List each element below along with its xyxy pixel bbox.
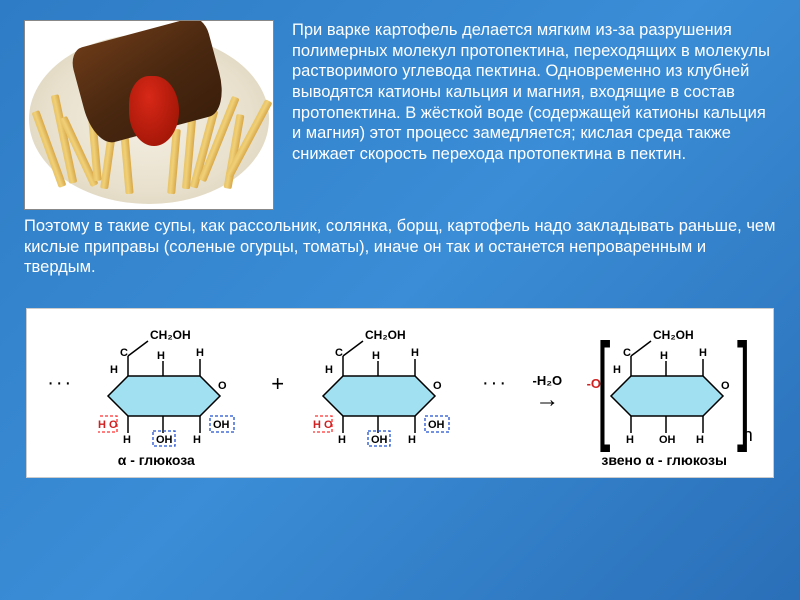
svg-text:H: H xyxy=(626,434,634,446)
paragraph-bottom: Поэтому в такие супы, как рассольник, со… xyxy=(24,216,776,278)
svg-text:O: O xyxy=(218,380,227,392)
svg-text:H: H xyxy=(613,364,621,376)
chemistry-diagram: ··· CH₂OH C H O H H H O xyxy=(26,308,774,478)
svg-text:H: H xyxy=(196,347,204,359)
svg-text:H: H xyxy=(123,434,131,446)
svg-text:H: H xyxy=(325,364,333,376)
svg-text:C: C xyxy=(335,347,343,359)
svg-text:H O: H O xyxy=(98,419,118,431)
svg-text:CH₂OH: CH₂OH xyxy=(365,328,406,342)
svg-text:H: H xyxy=(696,434,704,446)
formula-label-left: α - глюкоза xyxy=(118,452,195,468)
svg-text:CH₂OH: CH₂OH xyxy=(150,328,191,342)
ellipsis: ··· xyxy=(482,372,508,395)
svg-text:H: H xyxy=(660,350,668,362)
polymer-unit: -O [ CH₂OH C H O H xyxy=(587,321,753,466)
svg-text:H: H xyxy=(372,350,380,362)
svg-text:H: H xyxy=(338,434,346,446)
svg-text:OH: OH xyxy=(428,419,445,431)
svg-text:O: O xyxy=(433,380,442,392)
glucose-unit-1: CH₂OH C H O H H H O H OH H OH α - глюкоз… xyxy=(98,321,243,466)
svg-text:OH: OH xyxy=(156,434,173,446)
svg-text:OH: OH xyxy=(659,434,676,446)
svg-text:H: H xyxy=(157,350,165,362)
svg-text:CH₂OH: CH₂OH xyxy=(653,328,694,342)
svg-text:C: C xyxy=(120,347,128,359)
svg-text:H: H xyxy=(699,347,707,359)
food-photo xyxy=(24,20,274,210)
svg-text:H: H xyxy=(110,364,118,376)
svg-text:O: O xyxy=(721,380,730,392)
svg-text:OH: OH xyxy=(371,434,388,446)
formula-label-right: звено α - глюкозы xyxy=(601,452,727,468)
svg-text:H: H xyxy=(411,347,419,359)
svg-text:H O: H O xyxy=(313,419,333,431)
svg-text:H: H xyxy=(193,434,201,446)
glucose-unit-2: CH₂OH C H O H H H O H OH H OH xyxy=(313,321,458,466)
paragraph-top: При варке картофель делается мягким из-з… xyxy=(292,20,776,210)
svg-text:OH: OH xyxy=(213,419,230,431)
svg-text:C: C xyxy=(623,347,631,359)
reaction-arrow: -H₂O → xyxy=(532,373,562,414)
svg-text:H: H xyxy=(408,434,416,446)
plus-sign: + xyxy=(267,371,288,397)
ellipsis: ··· xyxy=(47,372,73,395)
